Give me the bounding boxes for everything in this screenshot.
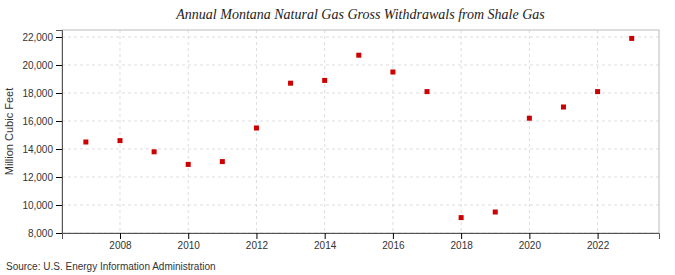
tick-mark bbox=[529, 233, 530, 239]
grid-line bbox=[597, 30, 598, 233]
tick: 2016 bbox=[382, 233, 405, 251]
tick-mark bbox=[56, 177, 62, 178]
chart: 2008 2010 2012 2014 2016 2018 2020 2022 8,000 10,… bbox=[0, 0, 675, 275]
point bbox=[527, 116, 532, 121]
tick-mark bbox=[393, 233, 394, 239]
tick-mark bbox=[256, 233, 257, 239]
tick: 18,000 bbox=[22, 88, 62, 99]
grid-line bbox=[256, 30, 257, 233]
tick-mark bbox=[56, 149, 62, 150]
point bbox=[493, 210, 498, 215]
grid-line bbox=[62, 121, 659, 122]
tick: 2020 bbox=[519, 233, 542, 251]
point bbox=[83, 140, 88, 145]
tick-label: 14,000 bbox=[22, 144, 53, 155]
point bbox=[152, 149, 157, 154]
tick-label: 2016 bbox=[382, 240, 405, 251]
tick-label: 16,000 bbox=[22, 116, 53, 127]
grid-line bbox=[324, 30, 325, 233]
tick-mark bbox=[325, 233, 326, 239]
tick: 12,000 bbox=[22, 172, 62, 183]
point bbox=[220, 159, 225, 164]
point bbox=[186, 162, 191, 167]
tick: 20,000 bbox=[22, 60, 62, 71]
x-axis: 2008 2010 2012 2014 2016 2018 2020 2022 bbox=[63, 233, 660, 251]
point bbox=[254, 126, 259, 131]
point bbox=[356, 53, 361, 58]
tick-mark bbox=[56, 37, 62, 38]
tick-label: 10,000 bbox=[22, 200, 53, 211]
tick-mark bbox=[120, 233, 121, 239]
grid-line bbox=[188, 30, 189, 233]
tick: 2022 bbox=[587, 233, 610, 251]
tick-mark bbox=[56, 205, 62, 206]
grid-line bbox=[62, 37, 659, 38]
grid-line bbox=[461, 30, 462, 233]
grid bbox=[62, 30, 659, 233]
y-axis-title: Million Cubic Feet bbox=[3, 88, 15, 175]
axis-line bbox=[56, 31, 63, 234]
plot-frame bbox=[62, 30, 659, 233]
tick-label: 2010 bbox=[178, 240, 201, 251]
marks bbox=[83, 36, 634, 220]
tick-label: 2022 bbox=[587, 240, 610, 251]
plot: 2008 2010 2012 2014 2016 2018 2020 2022 8,000 10,… bbox=[22, 30, 659, 251]
grid-line bbox=[62, 177, 659, 178]
tick: 10,000 bbox=[22, 200, 62, 211]
tick-mark bbox=[461, 233, 462, 239]
point bbox=[117, 138, 122, 143]
tick: 2008 bbox=[109, 233, 132, 251]
point bbox=[322, 78, 327, 83]
tick: 16,000 bbox=[22, 116, 62, 127]
point bbox=[629, 36, 634, 41]
axis-line bbox=[63, 234, 660, 240]
grid-line bbox=[62, 65, 659, 66]
point bbox=[288, 81, 293, 86]
point bbox=[561, 105, 566, 110]
tick: 14,000 bbox=[22, 144, 62, 155]
tick-label: 2018 bbox=[451, 240, 474, 251]
tick-mark bbox=[188, 233, 189, 239]
tick-label: 22,000 bbox=[22, 32, 53, 43]
tick-mark bbox=[56, 65, 62, 66]
grid-line bbox=[119, 30, 120, 233]
tick: 8,000 bbox=[28, 228, 62, 239]
point bbox=[425, 89, 430, 94]
tick-label: 2012 bbox=[246, 240, 269, 251]
grid-line bbox=[62, 93, 659, 94]
tick-mark bbox=[598, 233, 599, 239]
tick-mark bbox=[56, 233, 62, 234]
tick: 2014 bbox=[314, 233, 337, 251]
tick-label: 2008 bbox=[109, 240, 132, 251]
grid-line bbox=[392, 30, 393, 233]
tick-label: 2014 bbox=[314, 240, 337, 251]
source: Source: U.S. Energy Information Administ… bbox=[6, 261, 216, 272]
tick-label: 2020 bbox=[519, 240, 542, 251]
tick-mark bbox=[56, 121, 62, 122]
tick-label: 18,000 bbox=[22, 88, 53, 99]
point bbox=[459, 215, 464, 220]
point bbox=[390, 70, 395, 75]
grid-line bbox=[529, 30, 530, 233]
tick: 2018 bbox=[451, 233, 474, 251]
tick: 2010 bbox=[178, 233, 201, 251]
point bbox=[595, 89, 600, 94]
tick: 22,000 bbox=[22, 32, 62, 43]
y-axis: 8,000 10,000 12,000 14,000 16,000 18,000 20,00… bbox=[22, 31, 62, 239]
tick-label: 20,000 bbox=[22, 60, 53, 71]
tick-label: 8,000 bbox=[28, 228, 53, 239]
grid-line bbox=[62, 149, 659, 150]
tick: 2012 bbox=[246, 233, 269, 251]
grid-line bbox=[62, 205, 659, 206]
title: Annual Montana Natural Gas Gross Withdra… bbox=[175, 7, 545, 22]
tick-mark bbox=[56, 93, 62, 94]
tick-label: 12,000 bbox=[22, 172, 53, 183]
